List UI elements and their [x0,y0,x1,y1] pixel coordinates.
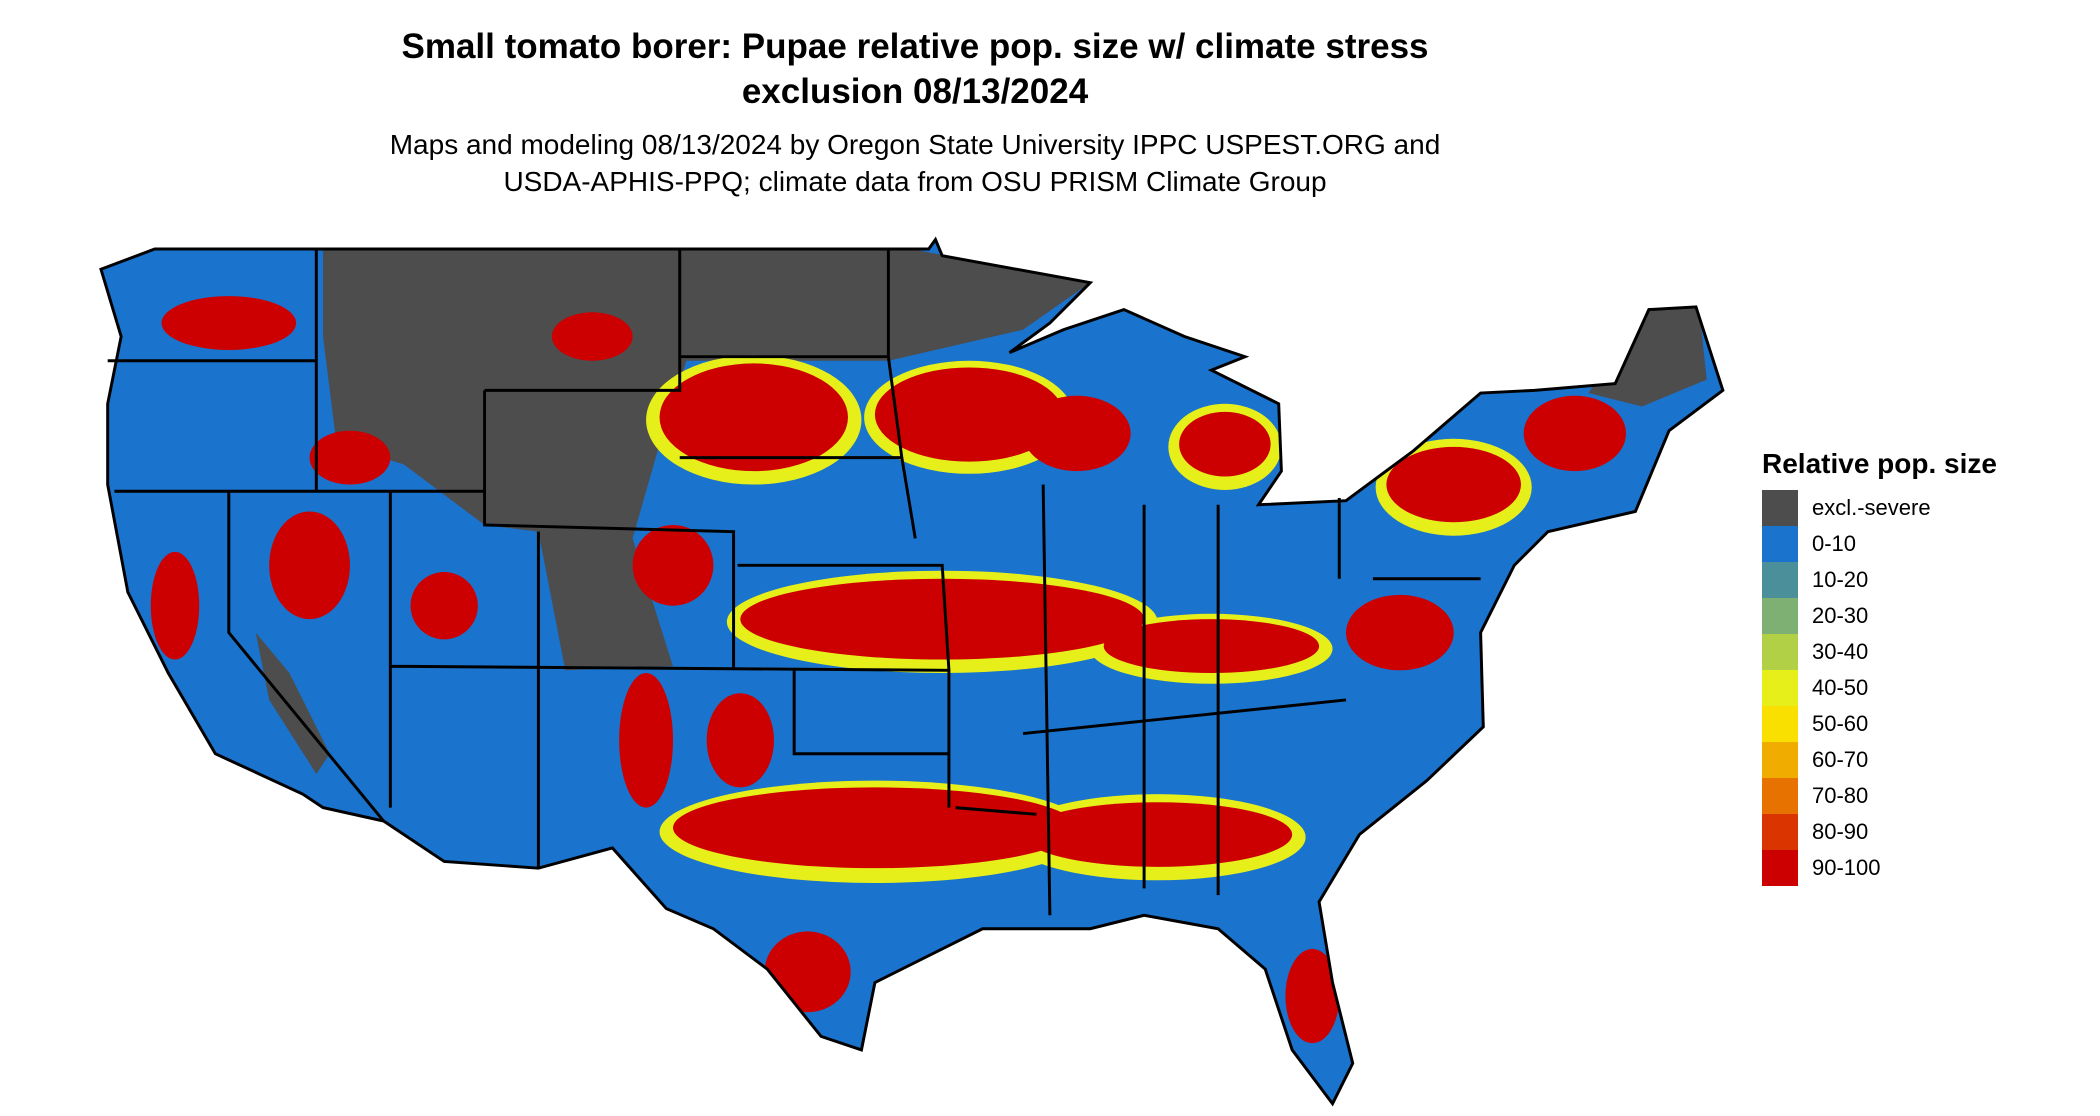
legend-swatch [1762,778,1798,814]
legend-item: 20-30 [1762,598,1997,634]
legend-item: 70-80 [1762,778,1997,814]
high-population-zones [150,296,1626,1044]
legend-swatch [1762,634,1798,670]
legend-label: 0-10 [1812,531,1857,556]
legend-item: 10-20 [1762,562,1997,598]
legend-item: 0-10 [1762,526,1997,562]
map-subtitle: Maps and modeling 08/13/2024 by Oregon S… [300,126,1530,200]
legend-items: excl.-severe 0-10 10-20 20-30 30-40 40-50 50-6… [1762,490,1997,886]
legend-label: 40-50 [1812,675,1869,700]
legend-label: 50-60 [1812,711,1869,736]
title-line-2: exclusion 08/13/2024 [741,72,1089,111]
subtitle-line-2: USDA-APHIS-PPQ; climate data from OSU PR… [503,166,1327,197]
legend: Relative pop. size excl.-severe 0-10 10-20… [1762,448,1997,886]
legend-title: Relative pop. size [1762,448,1997,479]
legend-item: 30-40 [1762,634,1997,670]
title-line-1: Small tomato borer: Pupae relative pop. … [401,27,1429,66]
legend-label: 30-40 [1812,639,1869,664]
map-title: Small tomato borer: Pupae relative pop. … [300,24,1530,114]
legend-swatch [1762,562,1798,598]
legend-swatch [1762,814,1798,850]
legend-label: 20-30 [1812,603,1869,628]
legend-item: 50-60 [1762,706,1997,742]
legend-swatch [1762,670,1798,706]
legend-label: 90-100 [1812,855,1881,880]
legend-label: 60-70 [1812,747,1869,772]
legend-label: 80-90 [1812,819,1869,844]
legend-label: 70-80 [1812,783,1869,808]
legend-item: 60-70 [1762,742,1997,778]
legend-item: 90-100 [1762,850,1997,886]
legend-swatch [1762,490,1798,526]
subtitle-line-1: Maps and modeling 08/13/2024 by Oregon S… [389,129,1441,160]
state-borders [99,238,1725,1106]
legend-swatch [1762,526,1798,562]
legend-swatch [1762,850,1798,886]
legend-label: 10-20 [1812,567,1869,592]
legend-label: excl.-severe [1812,495,1931,520]
excluded-region-nevada [255,632,330,774]
legend-swatch [1762,742,1798,778]
legend-swatch [1762,598,1798,634]
excluded-region-north [323,242,1091,671]
legend-swatch [1762,706,1798,742]
legend-item: 80-90 [1762,814,1997,850]
legend-item: excl.-severe [1762,490,1997,526]
legend-item: 40-50 [1762,670,1997,706]
